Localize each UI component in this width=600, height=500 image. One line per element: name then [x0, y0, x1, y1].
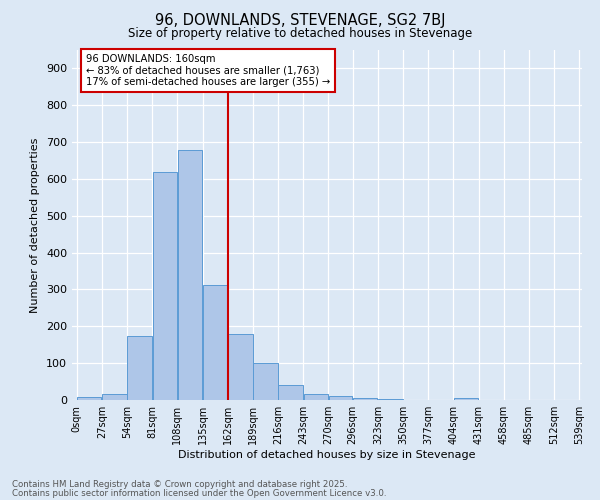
X-axis label: Distribution of detached houses by size in Stevenage: Distribution of detached houses by size …: [178, 450, 476, 460]
Text: 96, DOWNLANDS, STEVENAGE, SG2 7BJ: 96, DOWNLANDS, STEVENAGE, SG2 7BJ: [155, 12, 445, 28]
Bar: [304, 394, 328, 400]
Bar: [77, 397, 101, 400]
Bar: [329, 396, 352, 400]
Bar: [178, 150, 202, 400]
Bar: [127, 336, 152, 400]
Bar: [203, 285, 227, 400]
Bar: [253, 363, 278, 400]
Bar: [278, 384, 303, 400]
Bar: [102, 394, 127, 400]
Text: 96 DOWNLANDS: 160sqm
← 83% of detached houses are smaller (1,763)
17% of semi-de: 96 DOWNLANDS: 160sqm ← 83% of detached h…: [86, 54, 330, 87]
Text: Contains public sector information licensed under the Open Government Licence v3: Contains public sector information licen…: [12, 488, 386, 498]
Bar: [152, 172, 177, 400]
Bar: [353, 398, 377, 400]
Bar: [454, 398, 478, 400]
Y-axis label: Number of detached properties: Number of detached properties: [31, 138, 40, 312]
Text: Size of property relative to detached houses in Stevenage: Size of property relative to detached ho…: [128, 28, 472, 40]
Text: Contains HM Land Registry data © Crown copyright and database right 2025.: Contains HM Land Registry data © Crown c…: [12, 480, 347, 489]
Bar: [228, 334, 253, 400]
